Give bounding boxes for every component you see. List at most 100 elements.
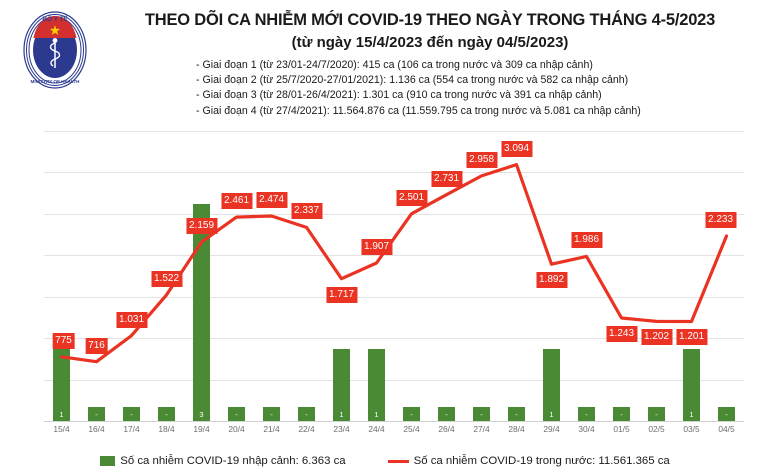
bar[interactable] — [333, 348, 350, 421]
bar[interactable] — [718, 407, 735, 421]
x-axis-tick-label: 29/4 — [543, 424, 560, 434]
x-axis-tick-label: 24/4 — [368, 424, 385, 434]
bar[interactable] — [438, 407, 455, 421]
bar[interactable] — [298, 407, 315, 421]
line-value-label: 1.892 — [535, 272, 568, 289]
line-value-label: 1.243 — [605, 326, 638, 342]
bar-value-label: - — [95, 410, 98, 419]
page-title: THEO DÕI CA NHIỄM MỚI COVID-19 THEO NGÀY… — [144, 11, 716, 29]
line-value-label: 1.717 — [325, 286, 358, 303]
line-value-label: 1.986 — [570, 232, 603, 249]
x-axis-tick-label: 27/4 — [473, 424, 490, 434]
x-axis-labels: 15/4 16/4 17/4 18/4 19/4 20/4 21/4 22/4 23/4 24/4… — [44, 424, 744, 440]
phase-summary-list: - Giai đoạn 1 (từ 23/01-24/7/2020): 415 … — [196, 58, 766, 119]
phase-item: - Giai đoạn 2 (từ 25/7/2020-27/01/2021):… — [196, 74, 629, 87]
bar-value-label: - — [270, 410, 273, 419]
title-block: THEO DÕI CA NHIỄM MỚI COVID-19 THEO NGÀY… — [100, 10, 760, 52]
line-value-label: 1.907 — [360, 238, 393, 255]
bar[interactable] — [123, 407, 140, 421]
x-axis-tick-label: 04/5 — [718, 424, 735, 434]
bar-value-label: - — [480, 410, 483, 419]
bar[interactable] — [158, 407, 175, 421]
x-axis-tick-label: 30/4 — [578, 424, 595, 434]
bar-value-label: - — [585, 410, 588, 419]
bar-value-label: 3 — [199, 410, 204, 419]
x-axis-tick-label: 15/4 — [53, 424, 70, 434]
chart-header: BỘ Y TẾ MINISTRY OF HEALTH THEO DÕI CA N… — [0, 0, 770, 122]
line-value-label: 2.461 — [220, 193, 253, 210]
bar-value-label: 1 — [59, 410, 64, 419]
bar[interactable] — [473, 407, 490, 421]
bar-value-label: - — [515, 410, 518, 419]
line-value-label: 3.094 — [500, 140, 533, 157]
line-value-label: 2.958 — [465, 151, 498, 168]
x-axis-tick-label: 22/4 — [298, 424, 315, 434]
bar-value-label: - — [130, 410, 133, 419]
bar[interactable] — [193, 203, 210, 421]
legend-label: Số ca nhiễm COVID-19 trong nước: 11.561.… — [413, 455, 670, 467]
bar-value-label: - — [410, 410, 413, 419]
gridline — [44, 172, 744, 174]
x-axis-tick-label: 25/4 — [403, 424, 420, 434]
bar[interactable] — [263, 407, 280, 421]
line-value-label: 1.031 — [115, 311, 148, 328]
line-value-label: 2.337 — [290, 203, 323, 220]
line-value-label: 1.202 — [640, 329, 673, 346]
x-axis-tick-label: 01/5 — [613, 424, 630, 434]
bar[interactable] — [88, 407, 105, 421]
gridline — [44, 338, 744, 340]
logo-text-top: BỘ Y TẾ — [42, 13, 68, 23]
chart-plot-area: -5001.0001.5002.0002.5003.0003.500 -1122… — [44, 131, 744, 422]
x-axis-tick-label: 21/4 — [263, 424, 280, 434]
line-value-label: 775 — [52, 332, 75, 349]
gridline — [44, 131, 744, 132]
line-value-label: 2.731 — [430, 170, 463, 187]
x-axis-tick-label: 28/4 — [508, 424, 525, 434]
bar[interactable] — [613, 407, 630, 421]
gridline — [44, 379, 744, 381]
x-axis-tick-label: 03/5 — [683, 424, 700, 434]
line-value-label: 2.159 — [185, 218, 218, 235]
bar-value-label: - — [725, 410, 728, 419]
line-value-label: 1.522 — [150, 270, 183, 287]
line-value-label: 2.474 — [255, 192, 288, 208]
phase-item: - Giai đoạn 4 (từ 27/4/2021): 11.564.876… — [196, 104, 641, 117]
bar-value-label: - — [305, 410, 308, 419]
gridline — [44, 296, 744, 298]
x-axis-tick-label: 26/4 — [438, 424, 455, 434]
line-value-label: 1.201 — [675, 329, 708, 346]
bar[interactable] — [648, 407, 665, 421]
x-axis-tick-label: 20/4 — [228, 424, 245, 434]
bar-value-label: - — [620, 410, 623, 419]
x-axis-tick-label: 18/4 — [158, 424, 175, 434]
bar[interactable] — [368, 348, 385, 421]
line-series — [59, 162, 729, 364]
bar[interactable] — [403, 407, 420, 421]
legend-bar-swatch-icon — [100, 456, 116, 466]
phase-item: - Giai đoạn 1 (từ 23/01-24/7/2020): 415 … — [196, 59, 593, 71]
bar-value-label: - — [445, 410, 448, 419]
gridline — [44, 255, 744, 257]
bar-value-label: 1 — [339, 410, 344, 419]
bar[interactable] — [228, 407, 245, 421]
line-value-label: 2.233 — [704, 211, 737, 228]
bar[interactable] — [53, 348, 70, 421]
bar-value-label: 1 — [549, 410, 554, 419]
bar-value-label: - — [655, 410, 658, 419]
bar[interactable] — [578, 407, 595, 421]
gridline — [44, 213, 744, 215]
bar[interactable] — [508, 407, 525, 421]
legend-item-domestic: Số ca nhiễm COVID-19 trong nước: 11.561.… — [387, 455, 670, 467]
legend-item-imported: Số ca nhiễm COVID-19 nhập cảnh: 6.363 ca — [100, 455, 346, 467]
phase-item: - Giai đoạn 3 (từ 28/01-26/4/2021): 1.30… — [196, 89, 602, 102]
bar-value-label: 1 — [689, 410, 694, 419]
bar[interactable] — [683, 348, 700, 421]
line-value-label: 2.501 — [395, 189, 428, 206]
x-axis-tick-label: 23/4 — [333, 424, 350, 434]
x-axis-tick-label: 16/4 — [88, 424, 105, 434]
bar[interactable] — [543, 348, 560, 421]
bar-value-label: 1 — [374, 410, 379, 419]
chart-legend: Số ca nhiễm COVID-19 nhập cảnh: 6.363 ca… — [0, 450, 770, 472]
gridline — [44, 421, 744, 422]
